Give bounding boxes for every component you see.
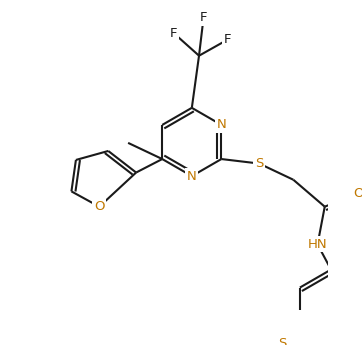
Text: F: F [170,27,178,40]
Text: N: N [187,170,197,183]
Text: O: O [94,200,105,213]
Text: HN: HN [308,238,327,251]
Text: S: S [278,337,286,345]
Text: O: O [354,187,362,200]
Text: S: S [255,157,263,170]
Text: F: F [200,11,207,24]
Text: F: F [224,33,232,46]
Text: N: N [216,118,226,131]
